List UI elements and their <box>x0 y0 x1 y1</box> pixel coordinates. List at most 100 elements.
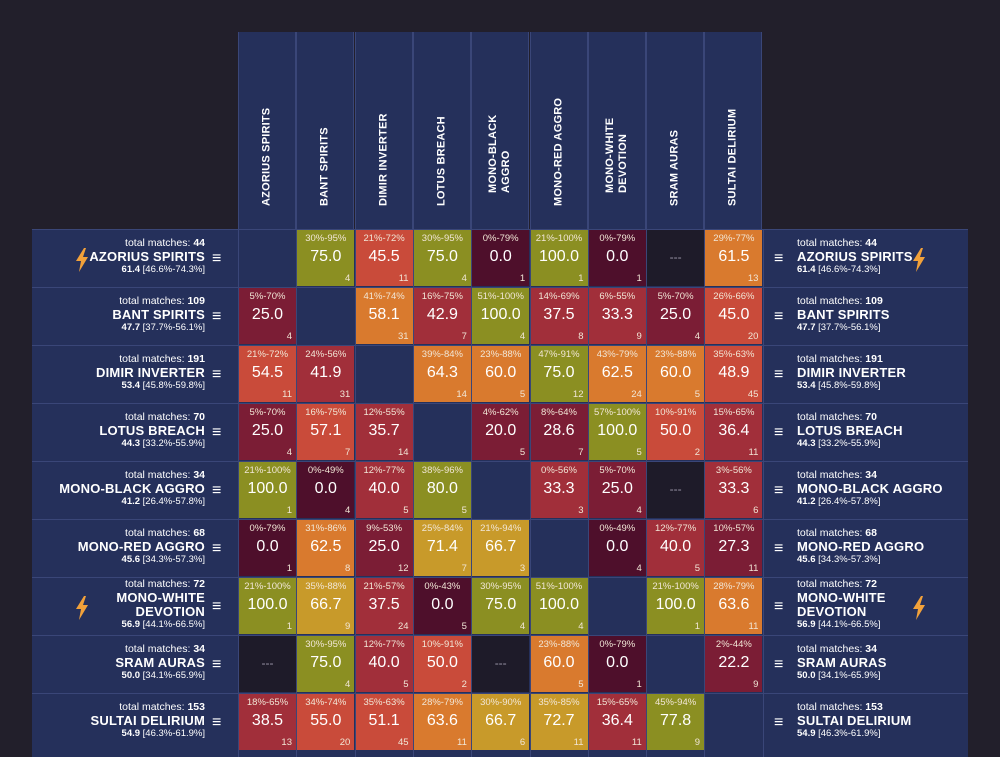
sort-menu-icon[interactable]: ≡ <box>774 656 784 673</box>
sort-menu-icon[interactable]: ≡ <box>212 598 222 615</box>
matchup-cell[interactable]: 30%-95% 75.0 4 <box>472 578 530 634</box>
sort-menu-icon[interactable]: ≡ <box>774 424 784 441</box>
matchup-cell[interactable]: 31%-86% 62.5 8 <box>297 520 355 576</box>
matchup-cell[interactable]: 10%-91% 50.0 2 <box>647 404 705 460</box>
sort-menu-icon[interactable]: ≡ <box>774 540 784 557</box>
matchup-cell[interactable]: 8%-64% 28.6 7 <box>530 404 588 460</box>
matchup-cell[interactable]: 25%-84% 71.4 7 <box>413 520 471 576</box>
matchup-cell[interactable]: 23%-88% 60.0 5 <box>472 346 530 402</box>
sort-menu-icon[interactable]: ≡ <box>212 482 222 499</box>
matchup-cell[interactable]: 35%-63% 51.1 45 <box>355 694 413 750</box>
matchup-cell[interactable]: 21%-72% 45.5 11 <box>355 230 413 286</box>
matchup-cell[interactable]: --- <box>647 230 705 286</box>
sort-menu-icon[interactable]: ≡ <box>212 308 222 325</box>
matchup-cell[interactable]: 35%-85% 72.7 11 <box>530 694 588 750</box>
matchup-cell[interactable]: --- <box>472 636 530 692</box>
matchup-cell[interactable]: 0%-56% 33.3 3 <box>530 462 588 518</box>
matchup-cell[interactable]: 15%-65% 36.4 11 <box>705 404 763 460</box>
matchup-cell[interactable]: 12%-77% 40.0 5 <box>647 520 705 576</box>
matchup-cell[interactable]: 28%-79% 63.6 11 <box>705 578 763 634</box>
matchup-cell[interactable]: 0%-79% 0.0 1 <box>239 520 296 576</box>
matchup-cell[interactable]: 9%-53% 25.0 12 <box>355 520 413 576</box>
match-count: 4 <box>636 505 642 516</box>
sort-menu-icon[interactable]: ≡ <box>774 598 784 615</box>
matchup-cell[interactable]: 0%-49% 0.0 4 <box>297 462 355 518</box>
matchup-cell[interactable]: 30%-90% 66.7 6 <box>472 694 530 750</box>
matchup-cell[interactable]: 21%-72% 54.5 11 <box>239 346 296 402</box>
confidence-range: 15%-65% <box>713 407 755 418</box>
row-label-right: total matches: 44 AZORIUS SPIRITS 61.4 [46… <box>797 237 987 293</box>
matchup-cell[interactable]: 16%-75% 42.9 7 <box>413 288 471 344</box>
matchup-cell[interactable]: 35%-63% 48.9 45 <box>705 346 763 402</box>
matchup-cell[interactable]: 10%-57% 27.3 11 <box>705 520 763 576</box>
matchup-cell[interactable]: 15%-65% 36.4 11 <box>588 694 646 750</box>
sort-menu-icon[interactable]: ≡ <box>212 250 222 267</box>
win-rate: 100.0 <box>247 480 288 497</box>
matchup-cell[interactable]: 30%-95% 75.0 4 <box>297 230 355 286</box>
sort-menu-icon[interactable]: ≡ <box>212 540 222 557</box>
matchup-cell[interactable]: 12%-77% 40.0 5 <box>355 636 413 692</box>
matchup-cell[interactable]: 10%-91% 50.0 2 <box>413 636 471 692</box>
matchup-cell[interactable]: 28%-79% 63.6 11 <box>413 694 471 750</box>
matchup-cell[interactable]: 26%-66% 45.0 20 <box>705 288 763 344</box>
matchup-cell[interactable]: 30%-95% 75.0 4 <box>297 636 355 692</box>
matchup-cell[interactable]: 0%-79% 0.0 1 <box>472 230 530 286</box>
matchup-cell[interactable]: 5%-70% 25.0 4 <box>239 404 296 460</box>
matchup-cell[interactable]: 21%-57% 37.5 24 <box>355 578 413 634</box>
matchup-cell[interactable]: --- <box>647 462 705 518</box>
matchup-cell[interactable]: 21%-100% 100.0 1 <box>647 578 705 634</box>
matchup-cell[interactable]: 0%-79% 0.0 1 <box>588 636 646 692</box>
matchup-cell[interactable]: 12%-77% 40.0 5 <box>355 462 413 518</box>
matchup-cell[interactable]: 23%-88% 60.0 5 <box>530 636 588 692</box>
matchup-cell[interactable]: 41%-74% 58.1 31 <box>355 288 413 344</box>
matchup-cell[interactable]: 51%-100% 100.0 4 <box>472 288 530 344</box>
matchup-cell[interactable]: 0%-49% 0.0 4 <box>588 520 646 576</box>
matchup-cell[interactable]: 21%-100% 100.0 1 <box>239 462 296 518</box>
sort-menu-icon[interactable]: ≡ <box>774 250 784 267</box>
matchup-cell[interactable]: 5%-70% 25.0 4 <box>239 288 296 344</box>
matchup-cell[interactable]: 21%-100% 100.0 1 <box>239 578 296 634</box>
matchup-cell[interactable]: 2%-44% 22.2 9 <box>705 636 763 692</box>
matchup-cell[interactable]: --- <box>239 636 296 692</box>
matchup-cell[interactable]: 57%-100% 100.0 5 <box>588 404 646 460</box>
matchup-cell[interactable]: 12%-55% 35.7 14 <box>355 404 413 460</box>
matchup-cell[interactable]: 35%-88% 66.7 9 <box>297 578 355 634</box>
matchup-cell[interactable]: 5%-70% 25.0 4 <box>647 288 705 344</box>
matchup-cell[interactable]: 47%-91% 75.0 12 <box>530 346 588 402</box>
matchup-cell[interactable]: 39%-84% 64.3 14 <box>413 346 471 402</box>
matchup-cell[interactable]: 43%-79% 62.5 24 <box>588 346 646 402</box>
matchup-cell[interactable]: 5%-70% 25.0 4 <box>588 462 646 518</box>
matchup-cell[interactable]: 45%-94% 77.8 9 <box>647 694 705 750</box>
matchup-cell[interactable]: 21%-94% 66.7 3 <box>472 520 530 576</box>
matchup-cell[interactable]: 14%-69% 37.5 8 <box>530 288 588 344</box>
matchup-cell[interactable]: 23%-88% 60.0 5 <box>647 346 705 402</box>
matchup-cell[interactable]: 4%-62% 20.0 5 <box>472 404 530 460</box>
matchup-cell[interactable]: 38%-96% 80.0 5 <box>413 462 471 518</box>
lightning-bolt-icon <box>913 596 925 620</box>
matchup-cell[interactable]: 24%-56% 41.9 31 <box>297 346 355 402</box>
win-rate: 33.3 <box>718 480 750 497</box>
sort-menu-icon[interactable]: ≡ <box>212 366 222 383</box>
matchup-cell[interactable]: 3%-56% 33.3 6 <box>705 462 763 518</box>
matchup-cell[interactable]: 6%-55% 33.3 9 <box>588 288 646 344</box>
sort-menu-icon[interactable]: ≡ <box>774 714 784 731</box>
match-count: 5 <box>578 679 584 690</box>
matchup-cell[interactable]: 34%-74% 55.0 20 <box>297 694 355 750</box>
sort-menu-icon[interactable]: ≡ <box>774 308 784 325</box>
sort-menu-icon[interactable]: ≡ <box>212 656 222 673</box>
sort-menu-icon[interactable]: ≡ <box>774 482 784 499</box>
sort-menu-icon[interactable]: ≡ <box>212 424 222 441</box>
matchup-cell[interactable]: 18%-65% 38.5 13 <box>239 694 296 750</box>
matchup-cell[interactable]: 29%-77% 61.5 13 <box>705 230 763 286</box>
sort-menu-icon[interactable]: ≡ <box>212 714 222 731</box>
deck-score: 61.4 [46.6%-74.3%] <box>121 264 205 275</box>
matchup-cell[interactable]: 21%-100% 100.0 1 <box>530 230 588 286</box>
sort-menu-icon[interactable]: ≡ <box>774 366 784 383</box>
matchup-cell[interactable]: 16%-75% 57.1 7 <box>297 404 355 460</box>
matchup-cell[interactable]: 30%-95% 75.0 4 <box>413 230 471 286</box>
matchup-cell[interactable]: 0%-43% 0.0 5 <box>413 578 471 634</box>
total-matches: total matches: 191 <box>119 353 205 365</box>
matchup-cell[interactable]: 0%-79% 0.0 1 <box>588 230 646 286</box>
matchup-cell[interactable]: 51%-100% 100.0 4 <box>530 578 588 634</box>
row-separator <box>32 229 968 230</box>
